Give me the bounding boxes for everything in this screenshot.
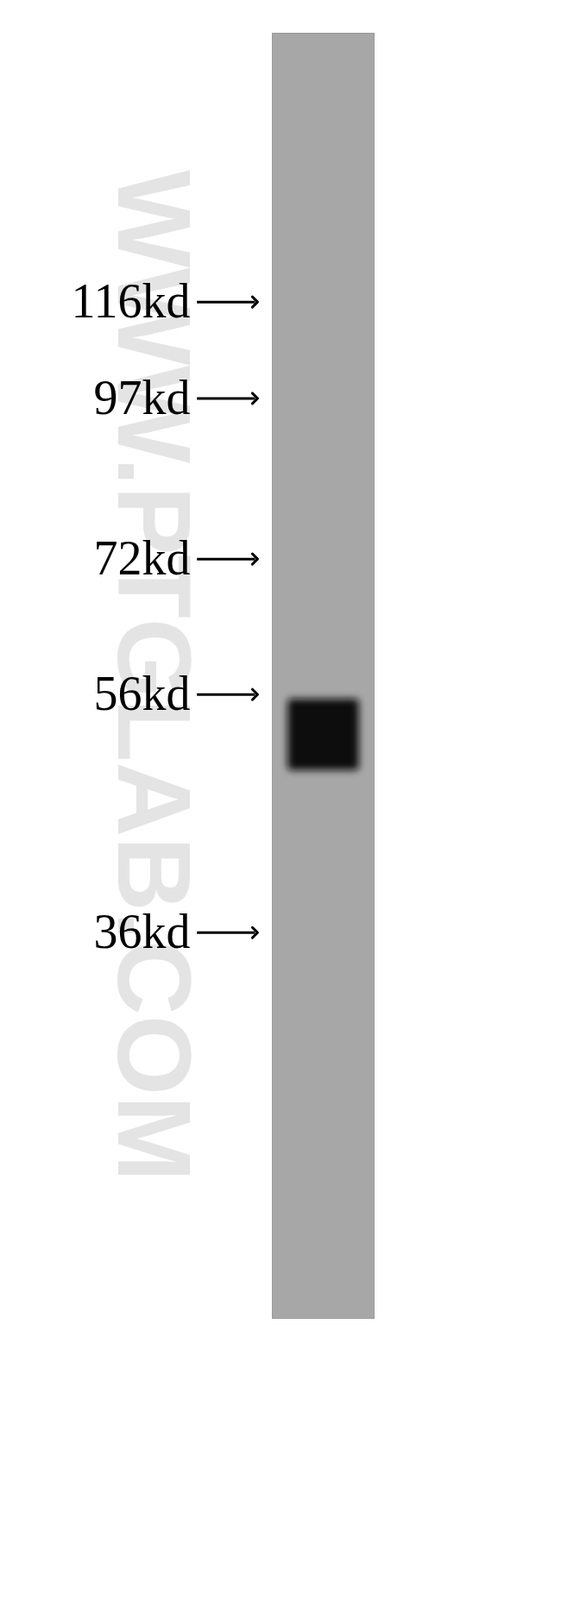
svg-text:116kd: 116kd — [71, 274, 191, 328]
svg-text:36kd: 36kd — [94, 905, 191, 959]
svg-text:72kd: 72kd — [94, 531, 191, 586]
svg-text:56kd: 56kd — [94, 667, 191, 721]
svg-text:97kd: 97kd — [94, 371, 191, 425]
